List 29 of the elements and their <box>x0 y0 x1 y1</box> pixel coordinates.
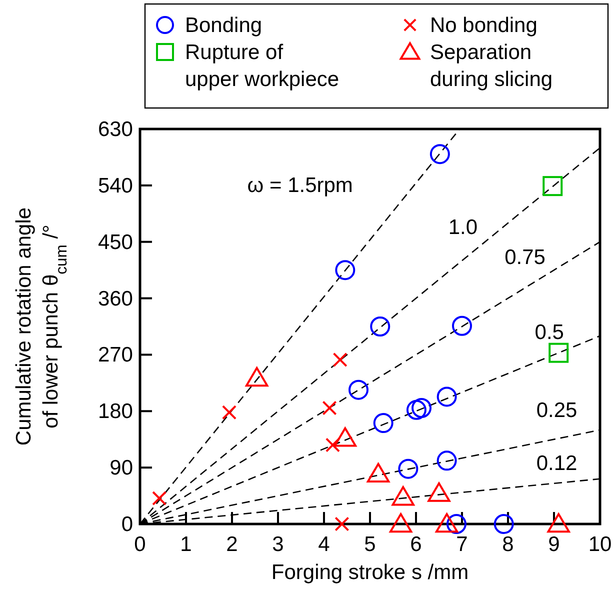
y-tick-label: 450 <box>98 230 133 254</box>
legend-label: Rupture of upper workpiece <box>185 41 340 91</box>
y-tick-label: 540 <box>98 174 133 198</box>
legend-label: Bonding <box>185 14 262 37</box>
x-axis-title: Forging stroke s /mm <box>271 561 469 584</box>
annotation: 0.12 <box>536 452 578 476</box>
x-tick-label: 10 <box>588 533 612 556</box>
y-tick-label: 360 <box>98 287 133 310</box>
x-tick-label: 2 <box>226 533 238 556</box>
legend-label: No bonding <box>430 14 538 37</box>
x-tick-label: 4 <box>318 533 330 556</box>
annotation: 0.75 <box>504 246 546 269</box>
y-tick-label: 630 <box>98 118 133 141</box>
annotation: 1.0 <box>448 216 478 239</box>
x-tick-label: 8 <box>502 533 514 556</box>
x-tick-label: 5 <box>364 533 376 556</box>
x-tick-label: 3 <box>272 533 284 556</box>
legend-label: Separation during slicing <box>430 41 553 91</box>
y-tick-label: 90 <box>110 456 133 480</box>
y-tick-label: 270 <box>98 344 133 367</box>
x-tick-label: 7 <box>456 533 468 556</box>
y-tick-label: 0 <box>121 513 133 536</box>
x-tick-label: 6 <box>410 533 422 556</box>
annotation: 0.5 <box>534 321 564 344</box>
annotation: 0.25 <box>536 398 578 422</box>
y-tick-label: 180 <box>98 400 133 424</box>
annotation: ω = 1.5rpm <box>247 174 353 197</box>
x-tick-label: 1 <box>180 533 192 556</box>
x-tick-label: 9 <box>548 533 560 556</box>
